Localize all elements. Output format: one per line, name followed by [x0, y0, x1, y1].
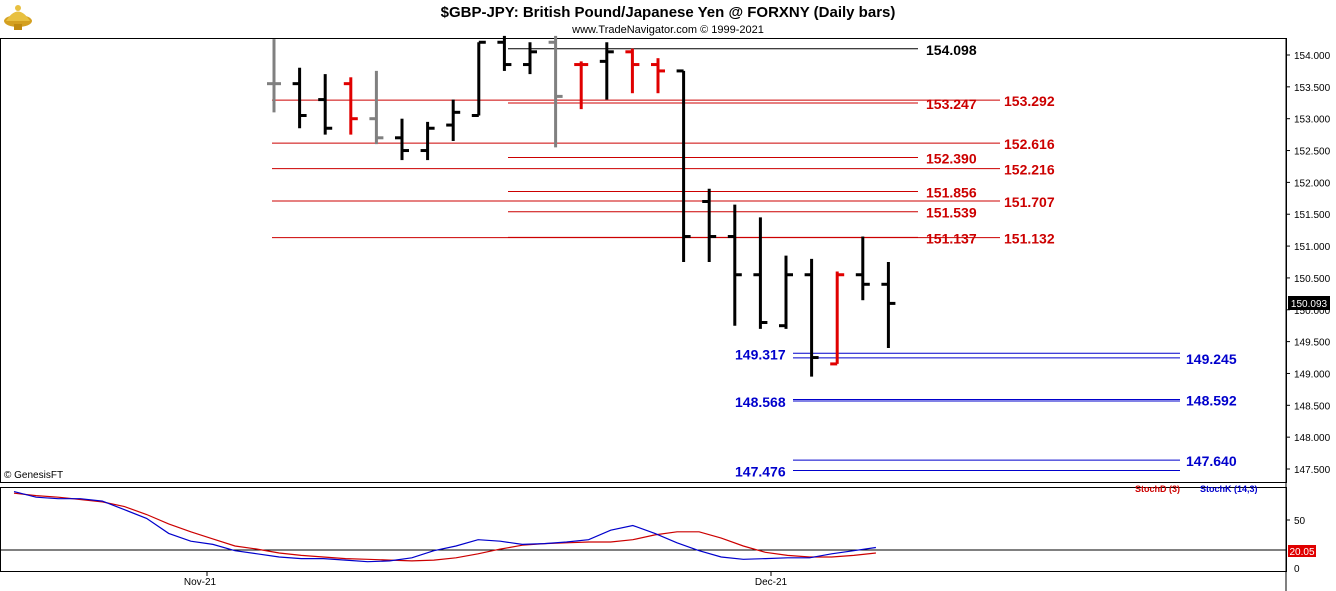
chart-subtitle: www.TradeNavigator.com © 1999-2021: [571, 24, 764, 36]
chart-title: $GBP-JPY: British Pound/Japanese Yen @ F…: [441, 4, 896, 21]
level-label: 149.317: [735, 346, 786, 362]
ohlc-bar: [343, 77, 358, 135]
level-label: 147.476: [735, 464, 786, 480]
ohlc-bar: [753, 217, 768, 329]
ohlc-bar: [471, 40, 486, 118]
ohlc-bar: [625, 48, 640, 94]
ohlc-bar: [318, 74, 333, 135]
ohlc-bar: [267, 39, 281, 113]
level-label: 148.568: [735, 394, 786, 410]
level-label: 152.616: [1004, 136, 1055, 152]
y-tick-label: 148.000: [1294, 433, 1331, 444]
level-label: 148.592: [1186, 392, 1237, 408]
indicator-last-badge: 20.05: [1288, 545, 1316, 558]
last-price-label: 150.093: [1291, 299, 1328, 310]
ohlc-bar: [830, 271, 845, 366]
stoch-k-legend: StochK (14,3): [1200, 484, 1258, 494]
level-label: 154.098: [926, 42, 977, 58]
ohlc-bar: [574, 61, 589, 110]
ohlc-bar: [804, 258, 819, 377]
y-tick-label: 152.500: [1294, 147, 1331, 158]
stoch-k-line: [13, 491, 876, 563]
ohlc-bar: [446, 99, 461, 141]
ohlc-bar: [651, 58, 665, 94]
x-label-nov: Nov-21: [184, 577, 217, 588]
y-tick-label: 153.500: [1294, 83, 1331, 94]
x-label-dec: Dec-21: [755, 577, 788, 588]
ohlc-bar: [548, 35, 563, 148]
stoch-d-line: [13, 492, 876, 562]
ohlc-bar: [702, 188, 717, 262]
level-label: 153.247: [926, 96, 977, 112]
y-tick-label: 152.000: [1294, 178, 1331, 189]
level-label: 149.245: [1186, 351, 1237, 367]
ohlc-bar: [395, 118, 409, 161]
y-tick-label: 149.500: [1294, 338, 1331, 349]
ohlc-bar: [855, 236, 870, 301]
level-label: 147.640: [1186, 453, 1237, 469]
ohlc-bar: [881, 262, 896, 348]
level-label: 151.539: [926, 205, 977, 221]
y-tick-label: 149.000: [1294, 369, 1331, 380]
price-panel-frame: [0, 38, 1287, 483]
ohlc-bar: [292, 67, 307, 129]
y-tick-label: 150.500: [1294, 274, 1331, 285]
logo: [4, 5, 32, 30]
price-bars: [267, 35, 896, 377]
genie-lamp-icon: [4, 5, 32, 30]
copyright-label: © GenesisFT: [4, 470, 63, 481]
ohlc-bar: [523, 42, 537, 75]
level-label: 151.707: [1004, 194, 1055, 210]
y-tick-label: 154.000: [1294, 51, 1331, 62]
level-label: 152.390: [926, 151, 977, 167]
ohlc-bar: [369, 70, 384, 145]
y-tick-label: 150.000: [1294, 306, 1331, 317]
stochastic-panel: [0, 491, 1290, 563]
price-axis: 154.000 153.500 153.000 152.500 152.000 151.5…: [1286, 51, 1331, 476]
ohlc-bar: [497, 35, 512, 71]
support-resistance-levels: 154.098 153.247 153.292 152.616 152.390 152.2…: [272, 42, 1237, 480]
y-tick-label: 147.500: [1294, 465, 1331, 476]
ohlc-bar: [599, 42, 614, 100]
indicator-tick-0: 0: [1294, 564, 1300, 575]
indicator-last-label: 20.05: [1289, 547, 1314, 558]
last-price-badge: 150.093: [1288, 296, 1330, 310]
level-label: 151.132: [1004, 231, 1055, 247]
ohlc-bar: [676, 69, 691, 262]
y-tick-label: 148.500: [1294, 401, 1331, 412]
stoch-d-legend: StochD (3): [1135, 484, 1180, 494]
level-label: 152.216: [1004, 162, 1055, 178]
level-label: 151.856: [926, 185, 977, 201]
level-label: 153.292: [1004, 93, 1055, 109]
indicator-tick-50: 50: [1294, 516, 1306, 527]
level-label: 151.137: [926, 230, 977, 246]
ohlc-bar: [779, 255, 793, 329]
y-tick-label: 153.000: [1294, 115, 1331, 126]
ohlc-bar: [727, 204, 742, 326]
y-tick-label: 151.000: [1294, 242, 1331, 253]
ohlc-bar: [420, 121, 435, 161]
y-tick-label: 151.500: [1294, 210, 1331, 221]
